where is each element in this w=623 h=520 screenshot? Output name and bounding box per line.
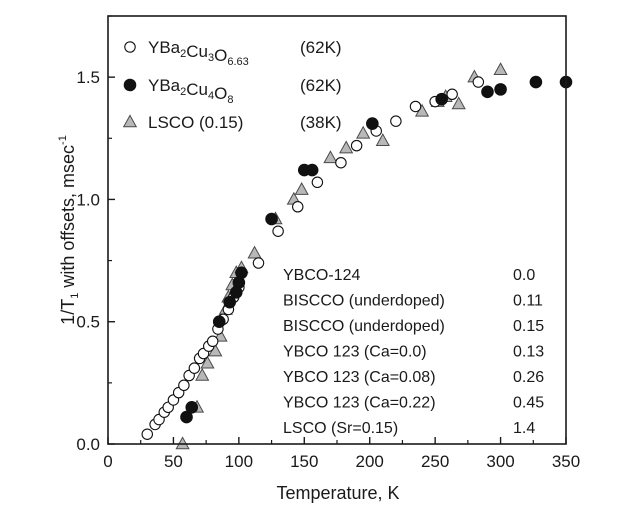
- y-axis-title: 1/T1 with offsets, msec-1: [57, 135, 81, 325]
- data-point: [223, 295, 236, 309]
- x-tick-label: 350: [552, 452, 580, 471]
- offset-value: 0.15: [513, 318, 544, 335]
- data-point: [375, 133, 390, 146]
- offset-value: 0.26: [513, 369, 544, 386]
- y-axis-title-rest: with offsets, msec: [58, 145, 78, 293]
- x-tick-label: 0: [103, 452, 112, 471]
- data-point: [195, 367, 210, 381]
- data-point: [311, 176, 324, 189]
- data-point: [339, 140, 354, 154]
- data-point: [212, 315, 226, 329]
- data-point: [472, 76, 485, 88]
- offset-row: LSCO (Sr=0.15) 1.4: [283, 420, 535, 437]
- data-point: [481, 85, 494, 99]
- offset-value: 0.0: [513, 267, 535, 284]
- data-point: [188, 362, 201, 374]
- offset-row: BISCCO (underdoped) 0.15: [283, 318, 544, 335]
- data-point: [291, 201, 304, 213]
- offset-label: YBCO 123 (Ca=0.08): [283, 369, 436, 386]
- data-point: [200, 355, 215, 369]
- offset-label: YBCO-124: [283, 267, 360, 284]
- legend-marker: [123, 78, 137, 92]
- legend-entry: YBa2Cu3O6.63 (62K): [124, 38, 342, 68]
- series-1: [141, 76, 485, 440]
- data-point: [390, 115, 402, 127]
- offset-label: BISCCO (underdoped): [283, 293, 445, 310]
- x-tick-label: 300: [486, 452, 514, 471]
- x-tick-label: 200: [356, 452, 384, 471]
- offset-row: BISCCO (underdoped) 0.11: [283, 293, 543, 310]
- offset-label: YBCO 123 (Ca=0.0): [283, 344, 427, 361]
- data-point: [206, 335, 219, 348]
- offset-label: YBCO 123 (Ca=0.22): [283, 395, 436, 412]
- data-point: [294, 182, 309, 195]
- legend-entry: LSCO (0.15) (38K): [122, 113, 342, 132]
- legend-tc: (62K): [300, 76, 342, 95]
- data-point: [356, 125, 371, 139]
- x-axis-title-unit: K: [388, 483, 400, 503]
- data-point: [265, 212, 278, 226]
- y-axis-title-sup: -1: [57, 135, 69, 145]
- data-point: [529, 75, 543, 89]
- data-point: [446, 88, 458, 101]
- offset-label: BISCCO (underdoped): [283, 318, 445, 335]
- y-tick-label: 1.5: [76, 68, 100, 87]
- data-point: [451, 96, 466, 110]
- data-point: [141, 428, 154, 440]
- series-2: [180, 75, 573, 424]
- offset-value: 1.4: [513, 420, 535, 437]
- x-tick-label: 50: [164, 452, 183, 471]
- data-point: [247, 245, 262, 259]
- y-axis-title-sub: 1: [69, 293, 81, 299]
- data-point: [435, 92, 448, 106]
- x-axis-title-main: Temperature,: [276, 483, 382, 503]
- data-point: [235, 266, 248, 280]
- data-point: [178, 379, 190, 392]
- data-point: [272, 225, 284, 237]
- legend-marker: [124, 41, 136, 53]
- data-point: [366, 117, 379, 130]
- legend-label: LSCO (0.15): [148, 113, 243, 132]
- x-axis-title: Temperature, K: [276, 483, 399, 503]
- y-tick-label: 1.0: [76, 190, 100, 209]
- data-point: [494, 83, 507, 96]
- x-tick-label: 100: [225, 452, 253, 471]
- data-point: [180, 410, 193, 424]
- data-point: [409, 100, 422, 113]
- data-point: [305, 163, 319, 177]
- offset-row: YBCO 123 (Ca=0.08) 0.26: [283, 369, 544, 386]
- x-tick-label: 150: [290, 452, 318, 471]
- offset-row: YBCO 123 (Ca=0.0) 0.13: [283, 344, 544, 361]
- ticks-layer: 0 50 100 150 200 250 300 350 0.0 0.5 1.0 1.5: [76, 15, 580, 471]
- y-tick-label: 0.0: [76, 435, 100, 454]
- offset-value: 0.13: [513, 344, 544, 361]
- legend: YBa2Cu3O6.63 (62K) YBa2Cu4O8 (62K) LSCO (0.1…: [122, 38, 342, 132]
- legend-label: YBa2Cu3O6.63: [148, 38, 249, 68]
- data-point: [252, 257, 265, 269]
- x-tick-label: 250: [421, 452, 449, 471]
- offset-row: YBCO 123 (Ca=0.22) 0.45: [283, 395, 544, 412]
- offset-label: LSCO (Sr=0.15): [283, 420, 398, 437]
- legend-marker: [122, 114, 138, 128]
- data-point: [335, 156, 347, 169]
- data-point: [175, 436, 190, 450]
- y-tick-label: 0.5: [76, 313, 100, 332]
- offset-row: YBCO-124 0.0: [283, 267, 535, 284]
- offset-value: 0.45: [513, 395, 544, 412]
- legend-tc: (62K): [300, 38, 342, 57]
- offset-value: 0.11: [513, 293, 543, 310]
- data-point: [493, 62, 508, 76]
- legend-entry: YBa2Cu4O8 (62K): [123, 76, 342, 106]
- data-point: [185, 401, 199, 414]
- data-point: [323, 150, 338, 164]
- data-layer: [141, 62, 573, 450]
- legend-label: YBa2Cu4O8: [148, 76, 233, 106]
- legend-tc: (38K): [300, 113, 342, 132]
- y-axis-title-prefix: 1/T: [58, 299, 78, 325]
- data-point: [350, 139, 363, 152]
